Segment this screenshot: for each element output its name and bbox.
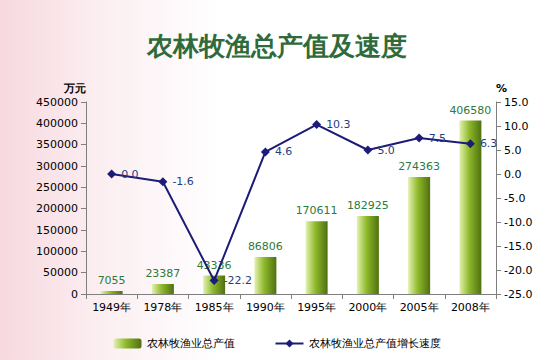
svg-text:300000: 300000 — [36, 160, 78, 173]
svg-text:15.0: 15.0 — [504, 96, 529, 109]
svg-text:4.6: 4.6 — [275, 145, 293, 158]
svg-text:250000: 250000 — [36, 181, 78, 194]
svg-text:400000: 400000 — [36, 117, 78, 130]
svg-text:-25.0: -25.0 — [504, 288, 532, 301]
svg-text:0.0: 0.0 — [504, 168, 522, 181]
svg-text:-20.0: -20.0 — [504, 264, 532, 277]
svg-text:7055: 7055 — [98, 274, 126, 287]
svg-text:农林牧渔业总产值增长速度: 农林牧渔业总产值增长速度 — [309, 337, 441, 350]
svg-text:-22.2: -22.2 — [224, 274, 252, 287]
svg-text:450000: 450000 — [36, 96, 78, 109]
svg-text:7.5: 7.5 — [429, 132, 447, 145]
svg-text:1978年: 1978年 — [143, 301, 182, 314]
svg-text:1990年: 1990年 — [246, 301, 285, 314]
svg-text:农林牧渔总产值及速度: 农林牧渔总产值及速度 — [146, 31, 407, 61]
svg-text:1949年: 1949年 — [92, 301, 131, 314]
svg-text:43336: 43336 — [197, 259, 232, 272]
svg-text:2000年: 2000年 — [348, 301, 387, 314]
svg-text:万元: 万元 — [63, 82, 86, 95]
svg-text:2005年: 2005年 — [400, 301, 439, 314]
svg-text:406580: 406580 — [449, 104, 491, 117]
svg-text:5.0: 5.0 — [377, 144, 395, 157]
svg-text:182925: 182925 — [347, 199, 389, 212]
svg-text:1985年: 1985年 — [195, 301, 234, 314]
svg-text:150000: 150000 — [36, 224, 78, 237]
svg-text:%: % — [496, 82, 507, 95]
svg-text:350000: 350000 — [36, 138, 78, 151]
svg-text:23387: 23387 — [145, 267, 180, 280]
svg-text:0.0: 0.0 — [121, 168, 139, 181]
svg-text:86806: 86806 — [248, 240, 283, 253]
svg-text:10.0: 10.0 — [504, 120, 529, 133]
svg-text:100000: 100000 — [36, 245, 78, 258]
svg-text:2008年: 2008年 — [451, 301, 490, 314]
svg-text:274363: 274363 — [398, 160, 440, 173]
svg-text:170611: 170611 — [296, 204, 338, 217]
svg-text:200000: 200000 — [36, 202, 78, 215]
svg-text:5.0: 5.0 — [504, 144, 522, 157]
svg-text:6.3: 6.3 — [480, 137, 498, 150]
svg-text:-15.0: -15.0 — [504, 240, 532, 253]
svg-text:-5.0: -5.0 — [504, 192, 525, 205]
svg-text:50000: 50000 — [43, 266, 78, 279]
svg-text:农林牧渔业总产值: 农林牧渔业总产值 — [147, 337, 235, 350]
svg-text:-1.6: -1.6 — [172, 175, 193, 188]
svg-text:0: 0 — [71, 288, 78, 301]
svg-text:1995年: 1995年 — [297, 301, 336, 314]
svg-text:10.3: 10.3 — [326, 118, 351, 131]
svg-text:-10.0: -10.0 — [504, 216, 532, 229]
